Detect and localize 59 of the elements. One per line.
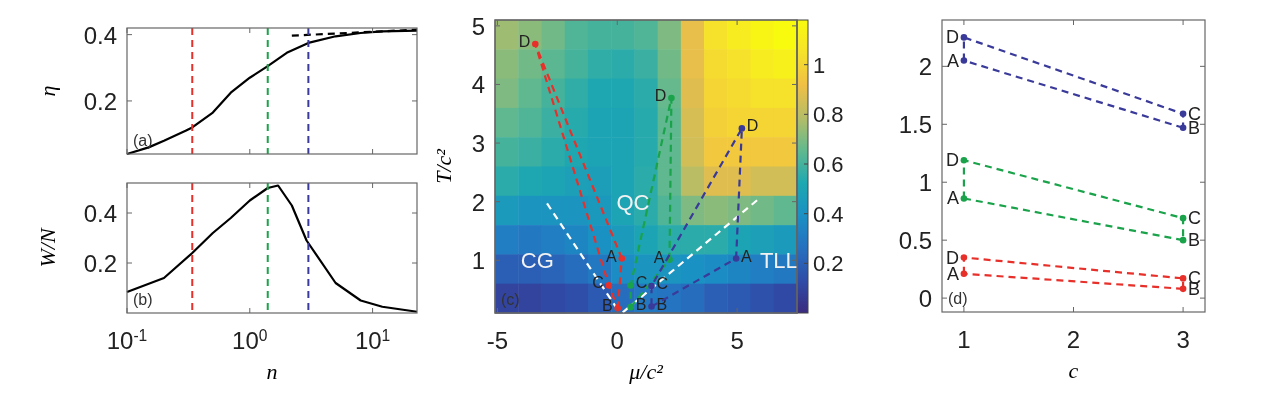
data-label: D bbox=[945, 150, 959, 171]
data-label: B bbox=[602, 296, 613, 314]
data-label: B bbox=[635, 295, 647, 313]
color-bar-label: 1 bbox=[813, 52, 826, 78]
data-label: D bbox=[746, 116, 759, 134]
y-tick-label: 0.2 bbox=[83, 249, 117, 277]
x-tick-label: 1 bbox=[957, 326, 971, 353]
y-axis-title: η bbox=[35, 85, 60, 97]
x-axis-title: μ/c² bbox=[628, 359, 664, 384]
y-tick-label: 0.5 bbox=[898, 226, 932, 254]
y-tick-label: 0.4 bbox=[83, 199, 117, 227]
x-axis-title: c bbox=[1068, 358, 1079, 383]
x-tick-label: 5 bbox=[730, 327, 744, 354]
y-tick-label: 4 bbox=[471, 70, 485, 98]
data-label: A bbox=[946, 50, 959, 71]
y-tick-label: 2 bbox=[918, 52, 932, 80]
data-label: C bbox=[656, 274, 669, 292]
x-tick-label: 10$^{1}$ bbox=[354, 326, 391, 354]
y-axis-title: W/N bbox=[35, 227, 60, 268]
annotation: (d) bbox=[948, 290, 968, 307]
color-bar-label: 0.8 bbox=[813, 101, 844, 127]
annotation: TLL bbox=[759, 247, 798, 273]
data-label: D bbox=[518, 32, 531, 50]
x-tick-label: 0 bbox=[610, 327, 624, 354]
y-tick-label: 2 bbox=[471, 188, 485, 216]
annotation: (b) bbox=[133, 291, 153, 308]
data-label: C bbox=[1188, 208, 1202, 229]
x-tick-label: 10$^{-1}$ bbox=[106, 326, 148, 354]
annotation: (c) bbox=[501, 291, 520, 308]
data-label: D bbox=[945, 27, 959, 48]
annotation: QC bbox=[616, 189, 650, 215]
y-tick-label: 5 bbox=[471, 12, 485, 40]
x-tick-label: 3 bbox=[1176, 326, 1190, 353]
y-tick-label: 0 bbox=[918, 284, 932, 312]
y-tick-label: 0.4 bbox=[83, 21, 117, 49]
color-bar-label: 0.2 bbox=[813, 250, 844, 276]
y-axis-title: T/c² bbox=[431, 148, 456, 184]
data-label: B bbox=[656, 295, 668, 313]
data-label: C bbox=[635, 273, 648, 291]
data-label: D bbox=[654, 86, 667, 104]
y-tick-label: 3 bbox=[471, 129, 485, 157]
x-tick-label: 2 bbox=[1066, 326, 1081, 353]
data-label: A bbox=[946, 188, 959, 209]
data-label: B bbox=[1188, 230, 1201, 251]
data-label: A bbox=[653, 248, 665, 266]
color-bar-label: 0.4 bbox=[813, 201, 844, 227]
data-label: A bbox=[741, 247, 753, 264]
y-tick-label: 1 bbox=[471, 246, 485, 274]
y-tick-label: 1.5 bbox=[898, 110, 932, 138]
x-axis-title: n bbox=[266, 359, 278, 384]
y-tick-label: 1 bbox=[918, 168, 932, 196]
x-tick-label: -5 bbox=[486, 327, 509, 354]
annotation: CG bbox=[520, 247, 554, 273]
x-tick-label: 10$^{0}$ bbox=[232, 326, 268, 354]
annotation: (a) bbox=[133, 132, 153, 149]
data-label: C bbox=[592, 273, 604, 291]
color-bar-label: 0.6 bbox=[813, 151, 844, 177]
y-tick-label: 0.2 bbox=[83, 87, 117, 115]
data-label: A bbox=[606, 247, 618, 264]
